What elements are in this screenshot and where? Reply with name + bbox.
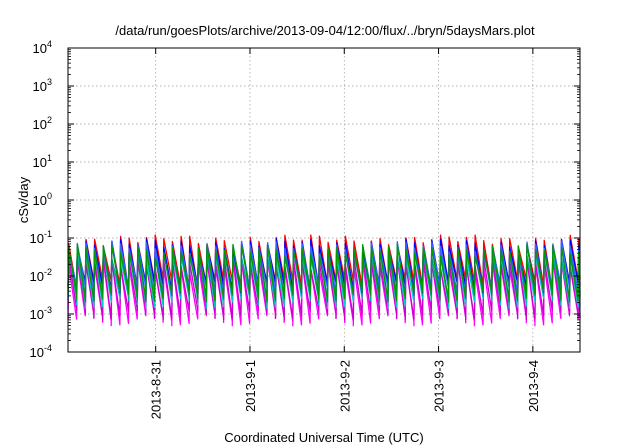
- y-tick-label: 10-1: [30, 229, 52, 246]
- y-tick-exponent: -1: [44, 229, 52, 239]
- x-tick-label: 2013-9-3: [432, 360, 447, 412]
- chart-title: /data/run/goesPlots/archive/2013-09-04/1…: [115, 23, 535, 38]
- y-tick-base: 10: [33, 41, 47, 56]
- y-tick-label: 103: [33, 77, 52, 94]
- y-tick-exponent: 4: [47, 39, 52, 49]
- y-tick-label: 10-3: [30, 305, 52, 322]
- y-tick-base: 10: [30, 231, 44, 246]
- y-tick-exponent: 2: [47, 115, 52, 125]
- y-tick-label: 101: [33, 153, 52, 170]
- y-tick-exponent: -4: [44, 343, 52, 353]
- y-tick-label: 104: [33, 39, 52, 56]
- y-tick-exponent: -3: [44, 305, 52, 315]
- y-tick-base: 10: [33, 155, 47, 170]
- y-tick-base: 10: [33, 193, 47, 208]
- series-layer: [67, 234, 581, 327]
- y-tick-label: 10-4: [30, 343, 52, 360]
- y-tick-base: 10: [33, 79, 47, 94]
- y-tick-base: 10: [33, 117, 47, 132]
- y-tick-label: 102: [33, 115, 52, 132]
- series-line: [67, 243, 581, 303]
- y-tick-exponent: 1: [47, 153, 52, 163]
- y-tick-base: 10: [30, 307, 44, 322]
- x-axis-label: Coordinated Universal Time (UTC): [224, 430, 423, 445]
- x-ticks: 2013-8-31 2013-9-1 2013-9-2 2013-9-3 2013-9-…: [149, 48, 541, 419]
- y-tick-label: 100: [33, 191, 52, 208]
- x-tick-label: 2013-9-4: [526, 360, 541, 412]
- series-line: [67, 254, 581, 321]
- x-tick-label: 2013-9-2: [337, 360, 352, 412]
- y-tick-exponent: -2: [44, 267, 52, 277]
- y-tick-exponent: 0: [47, 191, 52, 201]
- y-tick-label: 10-2: [30, 267, 52, 284]
- x-tick-label: 2013-9-1: [243, 360, 258, 412]
- y-tick-base: 10: [30, 269, 44, 284]
- y-tick-base: 10: [30, 345, 44, 360]
- y-tick-exponent: 3: [47, 77, 52, 87]
- x-tick-label: 2013-8-31: [149, 360, 164, 419]
- y-axis-label: cSv/day: [16, 176, 31, 223]
